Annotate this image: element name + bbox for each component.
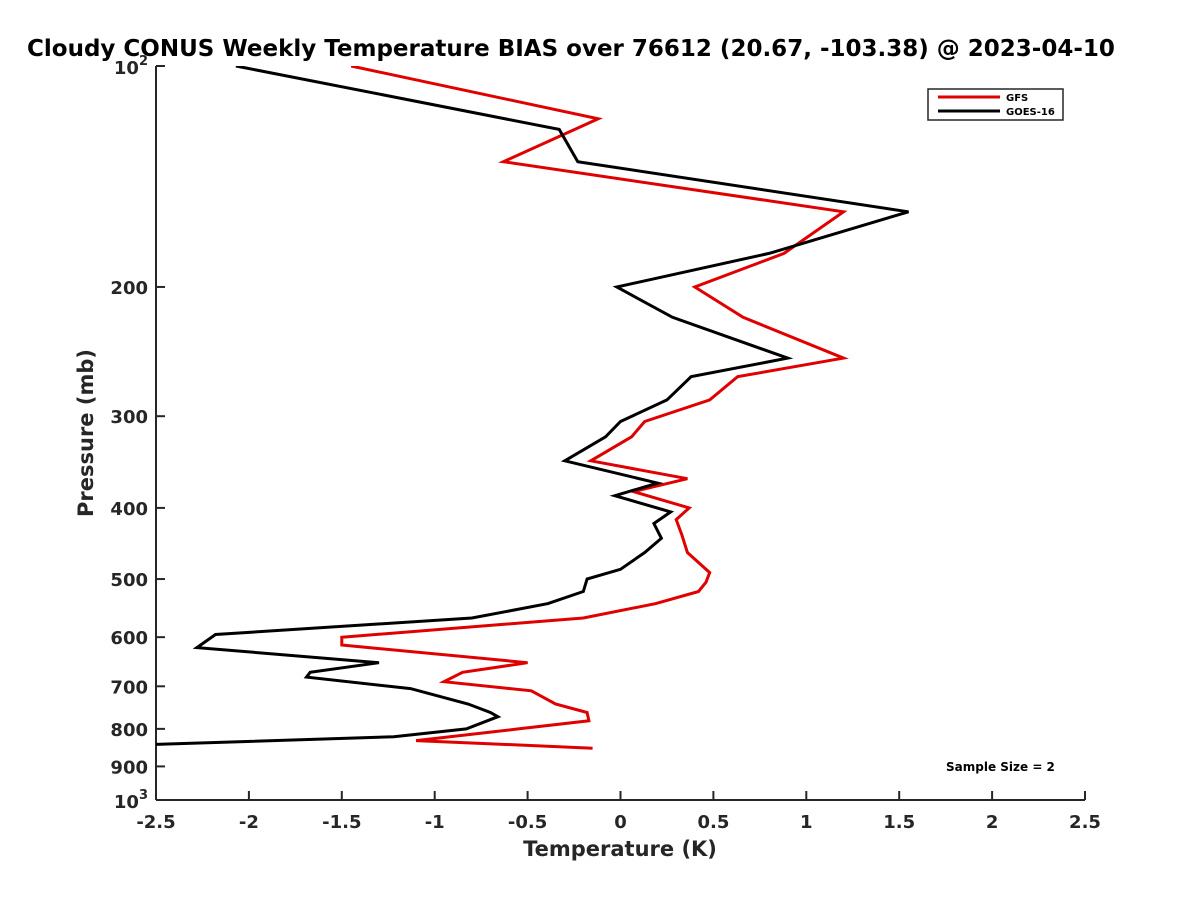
y-tick-label: 400: [110, 499, 148, 520]
y-tick-label: 800: [110, 720, 148, 741]
x-axis-label: Temperature (K): [523, 837, 717, 861]
x-tick-label: -1.5: [322, 812, 361, 833]
y-tick-label: 700: [110, 677, 148, 698]
series-line-goes-16: [155, 66, 909, 746]
y-axis-ticks: 200 300 400 500 600 700 800 900 102 103: [110, 54, 165, 813]
legend: GFS GOES-16: [927, 88, 1064, 121]
y-tick-label: 600: [110, 628, 148, 649]
y-tick-label: 500: [110, 570, 148, 591]
legend-box: [927, 88, 1064, 121]
series-line-gfs: [340, 66, 849, 750]
x-tick-label: 2: [986, 812, 999, 833]
x-tick-label: -2.5: [136, 812, 175, 833]
legend-label: GFS: [1006, 93, 1028, 104]
plot-area: [155, 66, 1085, 801]
sample-size-annotation: Sample Size = 2: [946, 760, 1055, 774]
x-tick-label: 1.5: [883, 812, 915, 833]
x-tick-label: -0.5: [508, 812, 547, 833]
x-axis-ticks: -2.5 -2 -1.5 -1 -0.5 0 0.5 1 1.5 2 2.5: [136, 791, 1101, 833]
y-tick-label-exponent: 103: [114, 788, 148, 813]
x-tick-label: 0: [614, 812, 627, 833]
x-tick-label: 2.5: [1069, 812, 1101, 833]
x-tick-label: -1: [425, 812, 445, 833]
y-tick-label: 200: [110, 278, 148, 299]
y-tick-label-exponent: 102: [114, 54, 148, 79]
x-tick-label: 0.5: [697, 812, 729, 833]
x-tick-label: -2: [239, 812, 259, 833]
legend-label: GOES-16: [1006, 107, 1055, 118]
y-axis-label: Pressure (mb): [74, 349, 98, 517]
chart-title: Cloudy CONUS Weekly Temperature BIAS ove…: [27, 36, 1115, 62]
y-tick-label: 900: [110, 757, 148, 778]
y-tick-label: 300: [110, 407, 148, 428]
x-tick-label: 1: [800, 812, 813, 833]
